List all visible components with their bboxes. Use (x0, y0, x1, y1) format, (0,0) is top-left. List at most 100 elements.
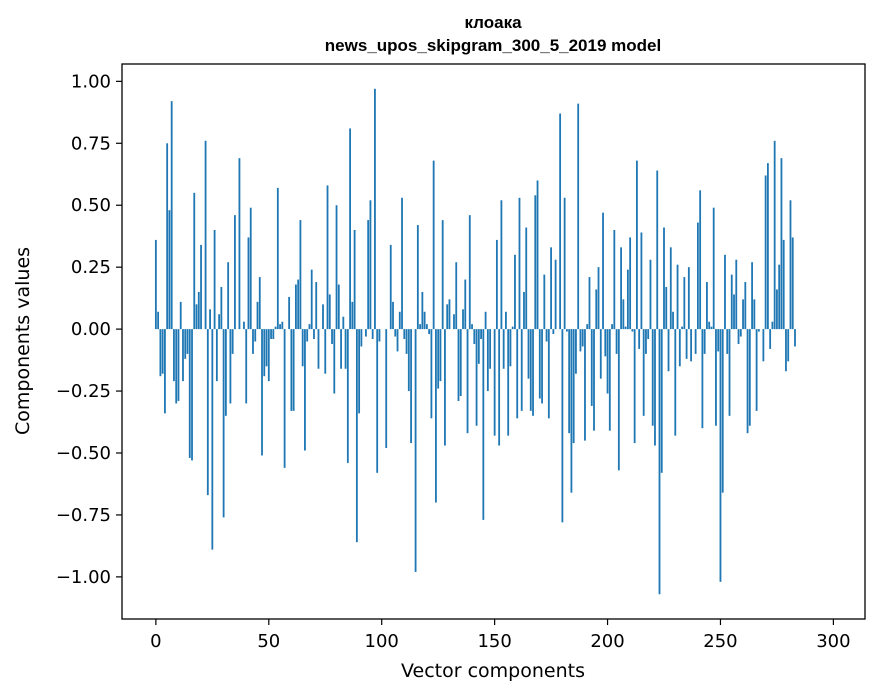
bar (444, 329, 446, 446)
bar (276, 187, 279, 330)
bar (654, 329, 656, 446)
bar (166, 143, 169, 330)
bar (489, 329, 492, 369)
bar (785, 329, 787, 372)
bar (249, 207, 252, 330)
y-axis-label: Components values (12, 247, 34, 435)
bar (733, 294, 735, 330)
bar (554, 259, 557, 330)
bar (715, 329, 717, 426)
bar (791, 237, 794, 330)
bar (602, 212, 604, 330)
bar (520, 329, 523, 411)
bar (771, 321, 774, 330)
bar (301, 329, 304, 367)
bar (572, 329, 575, 444)
x-tick-label: 0 (150, 631, 161, 652)
bar (374, 88, 376, 330)
bar (773, 140, 776, 330)
bar (292, 329, 295, 411)
bars-group (154, 88, 796, 595)
bar (552, 329, 555, 335)
bar (161, 329, 164, 374)
y-tick-label: 0.75 (71, 133, 111, 154)
bar (631, 329, 634, 332)
bar (663, 227, 665, 330)
bar (593, 329, 595, 431)
bar (649, 259, 652, 330)
bar (500, 200, 503, 330)
bar (737, 329, 740, 344)
bar (751, 262, 753, 330)
bar (721, 329, 724, 493)
bar (624, 326, 627, 330)
bar (263, 329, 266, 377)
x-tick-label: 100 (365, 631, 399, 652)
bar (676, 264, 679, 330)
bar (599, 329, 602, 379)
bar (340, 329, 342, 369)
bar (394, 329, 397, 337)
bar (541, 329, 543, 404)
bar (502, 329, 505, 369)
bar (457, 329, 460, 401)
bar (744, 282, 747, 330)
x-tick-label: 50 (257, 631, 280, 652)
bar (482, 329, 485, 520)
bar (755, 329, 758, 411)
bar (728, 329, 731, 416)
bar (179, 301, 182, 330)
chart-title-line2: news_upos_skipgram_300_5_2019 model (325, 36, 661, 55)
bar (523, 291, 525, 330)
bar (536, 180, 539, 330)
bar (475, 329, 478, 426)
bar (195, 304, 198, 330)
bar (351, 301, 354, 330)
bar (200, 244, 202, 330)
bar (565, 329, 568, 332)
x-axis-ticks: 0 50 100 150 200 250 300 (150, 619, 851, 652)
bar (245, 329, 248, 404)
bar (656, 170, 659, 330)
bar (581, 329, 584, 347)
bar (505, 311, 507, 330)
bar (371, 329, 374, 340)
bar (678, 329, 681, 367)
bar (547, 329, 550, 419)
bar (367, 220, 370, 330)
bar (471, 324, 473, 330)
bar (416, 225, 419, 330)
bar (543, 274, 546, 330)
bar (527, 329, 530, 379)
bar (730, 274, 733, 330)
bar (220, 286, 223, 330)
y-axis-ticks: −1.00 −0.75 −0.50 −0.25 0.00 0.25 0.50 0.75 1.00 (56, 71, 122, 588)
bar (252, 329, 254, 354)
bar (231, 329, 234, 354)
bar (683, 277, 686, 330)
bar (204, 140, 207, 330)
bar (484, 311, 487, 330)
bar (376, 329, 379, 473)
bar (369, 200, 372, 330)
bar (403, 329, 406, 340)
bar (739, 329, 742, 337)
bar (606, 329, 609, 394)
bar (757, 329, 760, 332)
bar (365, 329, 367, 337)
bar (247, 237, 250, 330)
bar (622, 299, 625, 330)
bar (640, 232, 643, 330)
bar (466, 329, 469, 434)
chart-title-line1: клоака (464, 13, 522, 32)
bar (439, 329, 442, 382)
bar (227, 262, 230, 330)
bar (283, 329, 286, 468)
bar (712, 207, 715, 330)
bar (794, 329, 796, 347)
bar (281, 321, 284, 330)
x-tick-label: 200 (590, 631, 624, 652)
bar (525, 227, 528, 330)
bar (626, 269, 629, 330)
bar (570, 329, 573, 493)
